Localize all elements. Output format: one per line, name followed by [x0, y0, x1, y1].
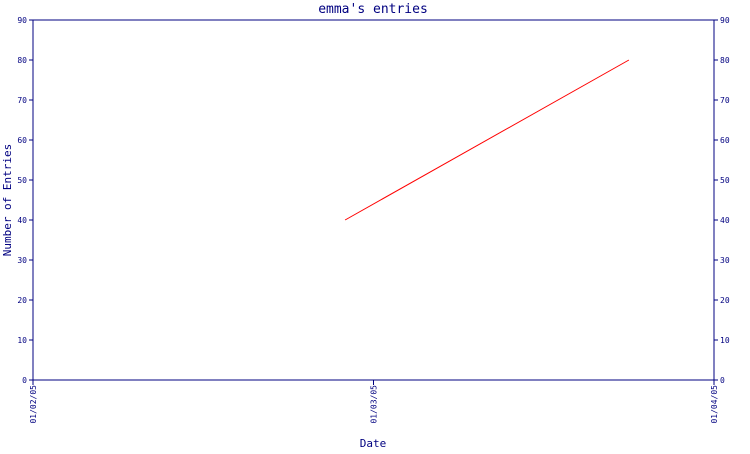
y-tick-label-right: 90 — [720, 16, 730, 25]
series-line — [344, 59, 630, 221]
y-tick-label-left: 90 — [17, 16, 27, 25]
y-tick-label-left: 80 — [17, 56, 27, 65]
x-tick-label: 01/04/05 — [710, 385, 719, 424]
y-tick-label-right: 40 — [720, 216, 730, 225]
y-tick-label-left: 30 — [17, 256, 27, 265]
x-axis-label: Date — [360, 437, 387, 450]
y-tick-label-left: 0 — [22, 376, 27, 385]
y-tick-label-left: 60 — [17, 136, 27, 145]
y-axis-right: 0 10 20 30 40 50 60 70 80 90 — [714, 16, 730, 385]
x-axis: 01/02/05 01/03/05 01/04/05 — [29, 380, 719, 424]
y-axis-left: 0 10 20 30 40 50 60 70 80 90 — [17, 16, 33, 385]
series-layer — [344, 59, 630, 221]
y-tick-label-right: 70 — [720, 96, 730, 105]
y-tick-label-right: 10 — [720, 336, 730, 345]
y-tick-label-left: 40 — [17, 216, 27, 225]
y-tick-label-right: 20 — [720, 296, 730, 305]
x-tick-label: 01/02/05 — [29, 385, 38, 424]
y-tick-label-right: 30 — [720, 256, 730, 265]
x-tick-label: 01/03/05 — [370, 385, 379, 424]
plot-area-frame — [32, 19, 715, 381]
y-tick-label-right: 60 — [720, 136, 730, 145]
y-tick-label-left: 10 — [17, 336, 27, 345]
y-axis-label: Number of Entries — [1, 144, 14, 257]
y-tick-label-right: 0 — [720, 376, 725, 385]
y-tick-label-left: 50 — [17, 176, 27, 185]
y-tick-label-left: 70 — [17, 96, 27, 105]
y-tick-label-left: 20 — [17, 296, 27, 305]
chart-title: emma's entries — [318, 2, 428, 17]
y-tick-label-right: 50 — [720, 176, 730, 185]
y-tick-label-right: 80 — [720, 56, 730, 65]
